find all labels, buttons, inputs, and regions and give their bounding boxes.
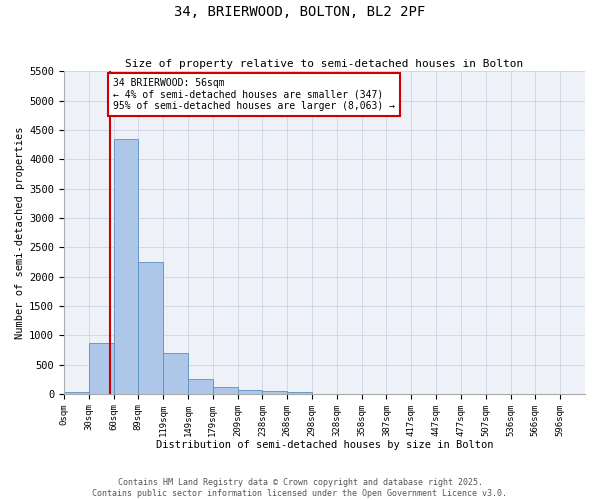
Text: 34 BRIERWOOD: 56sqm
← 4% of semi-detached houses are smaller (347)
95% of semi-d: 34 BRIERWOOD: 56sqm ← 4% of semi-detache… [113,78,395,112]
Title: Size of property relative to semi-detached houses in Bolton: Size of property relative to semi-detach… [125,59,524,69]
Bar [213,387,238,394]
Bar [188,379,213,394]
Bar [64,392,89,394]
Text: 34, BRIERWOOD, BOLTON, BL2 2PF: 34, BRIERWOOD, BOLTON, BL2 2PF [175,5,425,19]
Bar [238,390,262,394]
Y-axis label: Number of semi-detached properties: Number of semi-detached properties [15,126,25,339]
Bar [139,262,163,394]
Text: Contains HM Land Registry data © Crown copyright and database right 2025.
Contai: Contains HM Land Registry data © Crown c… [92,478,508,498]
Bar [163,354,188,394]
Bar [262,390,287,394]
Bar [89,344,113,394]
X-axis label: Distribution of semi-detached houses by size in Bolton: Distribution of semi-detached houses by … [155,440,493,450]
Bar [287,392,312,394]
Bar [113,138,139,394]
